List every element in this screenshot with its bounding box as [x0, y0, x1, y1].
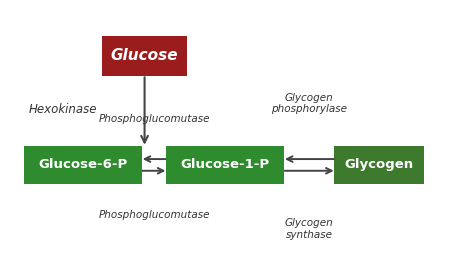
Text: Phosphoglucomutase: Phosphoglucomutase	[98, 114, 210, 124]
Text: Phosphoglucomutase: Phosphoglucomutase	[98, 210, 210, 220]
FancyBboxPatch shape	[102, 36, 187, 76]
FancyBboxPatch shape	[24, 146, 142, 184]
Text: Hexokinase: Hexokinase	[28, 103, 97, 115]
Text: Glucose-6-P: Glucose-6-P	[38, 159, 128, 171]
Text: Glycogen
synthase: Glycogen synthase	[285, 218, 333, 240]
Text: Glycogen: Glycogen	[345, 159, 414, 171]
Text: Glucose: Glucose	[111, 48, 178, 63]
FancyBboxPatch shape	[166, 146, 284, 184]
Text: Glucose-1-P: Glucose-1-P	[181, 159, 270, 171]
Text: Glycogen
phosphorylase: Glycogen phosphorylase	[271, 93, 347, 114]
FancyBboxPatch shape	[334, 146, 424, 184]
